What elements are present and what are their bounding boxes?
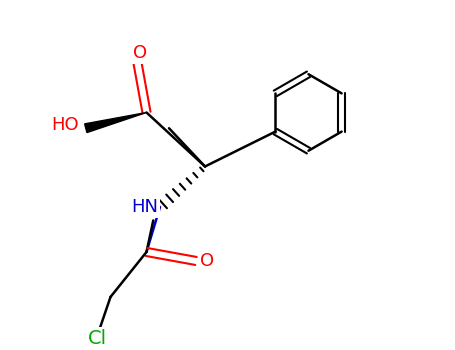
Text: O: O — [133, 44, 147, 62]
Text: HN: HN — [131, 198, 158, 216]
Text: O: O — [200, 252, 214, 270]
Text: Cl: Cl — [87, 329, 106, 348]
Text: HO: HO — [52, 116, 79, 134]
Polygon shape — [85, 112, 147, 133]
